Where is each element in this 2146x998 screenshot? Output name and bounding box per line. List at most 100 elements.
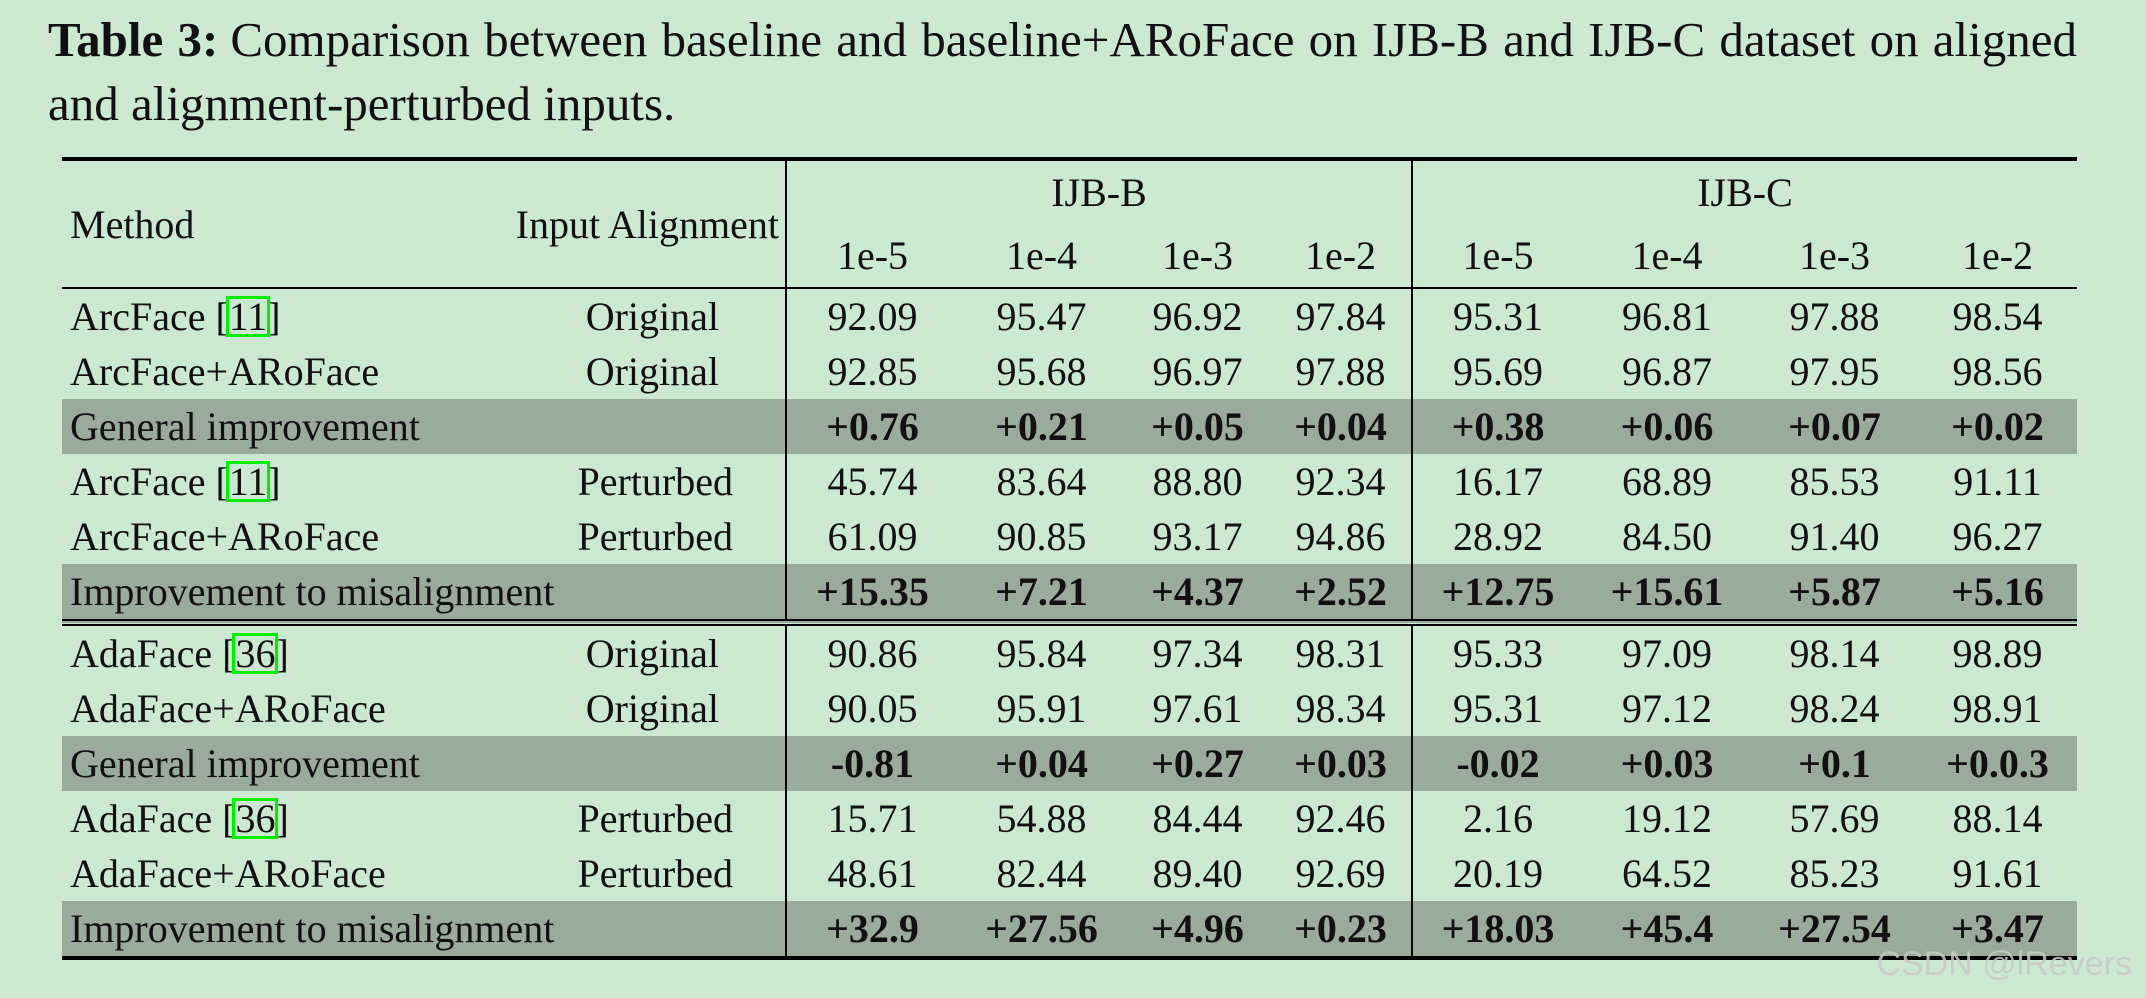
watermark: CSDN @lRevers [1876,945,2132,983]
value-cell: 97.09 [1583,619,1752,681]
value-cell: 95.33 [1411,619,1584,681]
alignment-cell: Original [585,686,719,731]
method-name: ArcFace+ARoFace [70,514,380,559]
method-name: ArcFace [70,459,206,504]
value-cell: +0.27 [1125,736,1270,791]
table-header: Method Input Alignment IJB-B IJB-C 1e-5 1… [62,157,2078,289]
citation[interactable]: [11] [215,459,281,504]
header-group: IJB-C [1411,157,2078,224]
method-name: AdaFace [70,796,213,841]
method-cell: ArcFace [11] [62,454,452,509]
value-cell: 95.31 [1411,288,1584,344]
value-cell: 97.12 [1622,686,1713,731]
value-cell: 98.14 [1751,619,1919,681]
method-name: AdaFace+ARoFace [70,686,386,731]
value-cell: 98.56 [1952,349,2043,394]
row-label: General improvement [62,736,786,791]
value-cell: 15.71 [785,791,958,846]
value-cell: +0.0.3 [1918,736,2078,791]
value-cell: 45.74 [785,454,958,509]
header-column: 1e-2 [1270,224,1413,289]
header-group: IJB-B [784,157,1413,224]
data-row: ArcFace+ARoFace Original 92.85 95.68 96.97 97… [62,344,2077,399]
data-row: ArcFace+ARoFace Perturbed 61.09 90.85 93.17 9… [62,509,2077,564]
value-cell: 95.31 [1411,681,1584,736]
value-cell: 92.69 [1295,851,1386,896]
value-cell: +0.03 [1270,736,1413,791]
value-cell: 84.50 [1622,514,1713,559]
results-table: Method Input Alignment IJB-B IJB-C 1e-5 1… [62,157,2078,960]
data-row: ArcFace [11] Original 92.09 95.47 96.92 97.84 9… [62,288,2077,344]
value-cell: +5.87 [1751,564,1919,623]
caption: Table 3: Comparison between baseline and … [48,8,2077,136]
value-cell: +0.05 [1125,399,1270,454]
value-cell: 28.92 [1411,509,1584,564]
value-cell: 97.95 [1789,349,1880,394]
value-cell: +0.1 [1751,736,1919,791]
data-row: AdaFace+ARoFace Perturbed 48.61 82.44 89.40 9… [62,846,2077,901]
value-cell: 91.61 [1952,851,2043,896]
value-cell: -0.81 [785,736,958,791]
value-cell: 98.54 [1952,294,2043,339]
header-method: Method [62,157,452,289]
alignment-cell: Original [585,349,719,394]
value-cell: 19.12 [1622,796,1713,841]
alignment-cell: Original [585,294,719,339]
value-cell: 98.89 [1918,619,2078,681]
value-cell: +0.23 [1270,901,1413,960]
header-column: 1e-4 [958,224,1125,289]
value-cell: 97.84 [1295,294,1386,339]
value-cell: 95.47 [996,294,1087,339]
value-cell: 94.86 [1295,514,1386,559]
method-cell: AdaFace [36] [62,619,452,681]
value-cell: 84.44 [1152,796,1243,841]
value-cell: 90.86 [785,619,958,681]
method-cell: AdaFace+ARoFace [62,846,452,901]
data-row: AdaFace [36] Original 90.86 95.84 97.34 98.31 9… [62,619,2078,681]
value-cell: +2.52 [1270,564,1413,623]
method-cell: ArcFace [11] [62,288,452,344]
value-cell: 92.09 [785,288,958,344]
improvement-row: General improvement +0.76 +0.21 +0.05 +0.04 +… [62,399,2078,454]
value-cell: +27.56 [958,901,1125,960]
improvement-row: Improvement to misalignment +15.35 +7.21 +4… [62,564,2078,623]
method-name: AdaFace+ARoFace [70,851,386,896]
table-body: ArcFace [11] Original 92.09 95.47 96.92 97.84 9… [62,288,2078,960]
method-name: ArcFace+ARoFace [70,349,380,394]
value-cell: 85.23 [1789,851,1880,896]
value-cell: 90.05 [785,681,958,736]
value-cell: +0.21 [958,399,1125,454]
row-label: Improvement to misalignment [62,564,786,623]
value-cell: 89.40 [1152,851,1243,896]
value-cell: +27.54 [1751,901,1919,960]
value-cell: 68.89 [1622,459,1713,504]
value-cell: 85.53 [1789,459,1880,504]
header-alignment: Input Alignment [452,157,786,289]
value-cell: 95.84 [958,619,1125,681]
value-cell: 98.34 [1295,686,1386,731]
value-cell: +18.03 [1411,901,1584,960]
header-column: 1e-2 [1918,224,2078,289]
row-label: Improvement to misalignment [62,901,786,960]
value-cell: 96.81 [1622,294,1713,339]
value-cell: 95.91 [996,686,1087,731]
citation[interactable]: [36] [222,796,289,841]
alignment-cell: Perturbed [577,796,733,841]
value-cell: +0.07 [1751,399,1919,454]
value-cell: 97.34 [1125,619,1270,681]
method-name: ArcFace [70,294,206,339]
value-cell: +0.04 [958,736,1125,791]
value-cell: 54.88 [996,796,1087,841]
value-cell: 98.31 [1270,619,1413,681]
citation[interactable]: [36] [222,631,289,676]
value-cell: 97.61 [1152,686,1243,731]
value-cell: -0.02 [1411,736,1584,791]
header-column: 1e-3 [1125,224,1270,289]
value-cell: +15.35 [785,564,958,623]
value-cell: 96.92 [1152,294,1243,339]
value-cell: 64.52 [1622,851,1713,896]
value-cell: 98.91 [1952,686,2043,731]
citation[interactable]: [11] [215,294,281,339]
value-cell: +4.96 [1125,901,1270,960]
value-cell: 95.69 [1411,344,1584,399]
